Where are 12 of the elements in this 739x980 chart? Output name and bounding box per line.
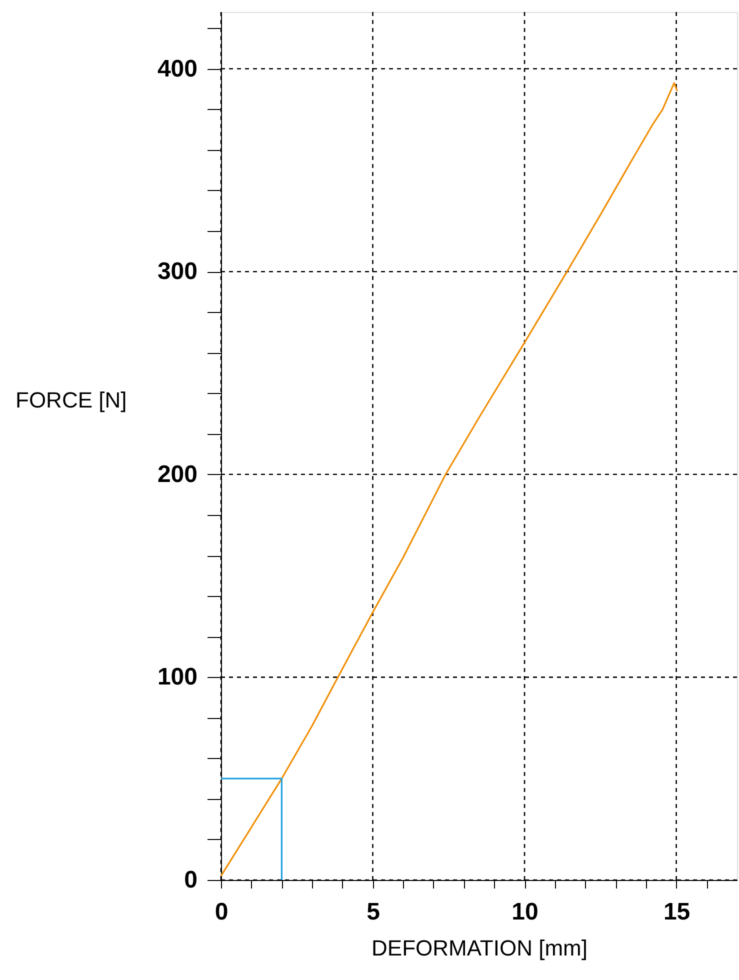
x-tick-label: 5 (366, 898, 380, 926)
y-tick-label: 200 (157, 460, 198, 488)
x-axis-title: DEFORMATION [mm] (372, 936, 588, 960)
y-tick-label: 0 (184, 866, 198, 894)
y-tick-label: 300 (157, 258, 198, 286)
y-tick-label: 100 (157, 664, 198, 691)
x-tick-label: 15 (663, 898, 690, 926)
x-tick-label: 0 (214, 898, 228, 926)
line-series (220, 82, 678, 877)
x-tick-label: 10 (512, 898, 538, 926)
y-tick-label: 400 (157, 55, 198, 82)
y-axis-title: FORCE [N] (16, 388, 127, 412)
